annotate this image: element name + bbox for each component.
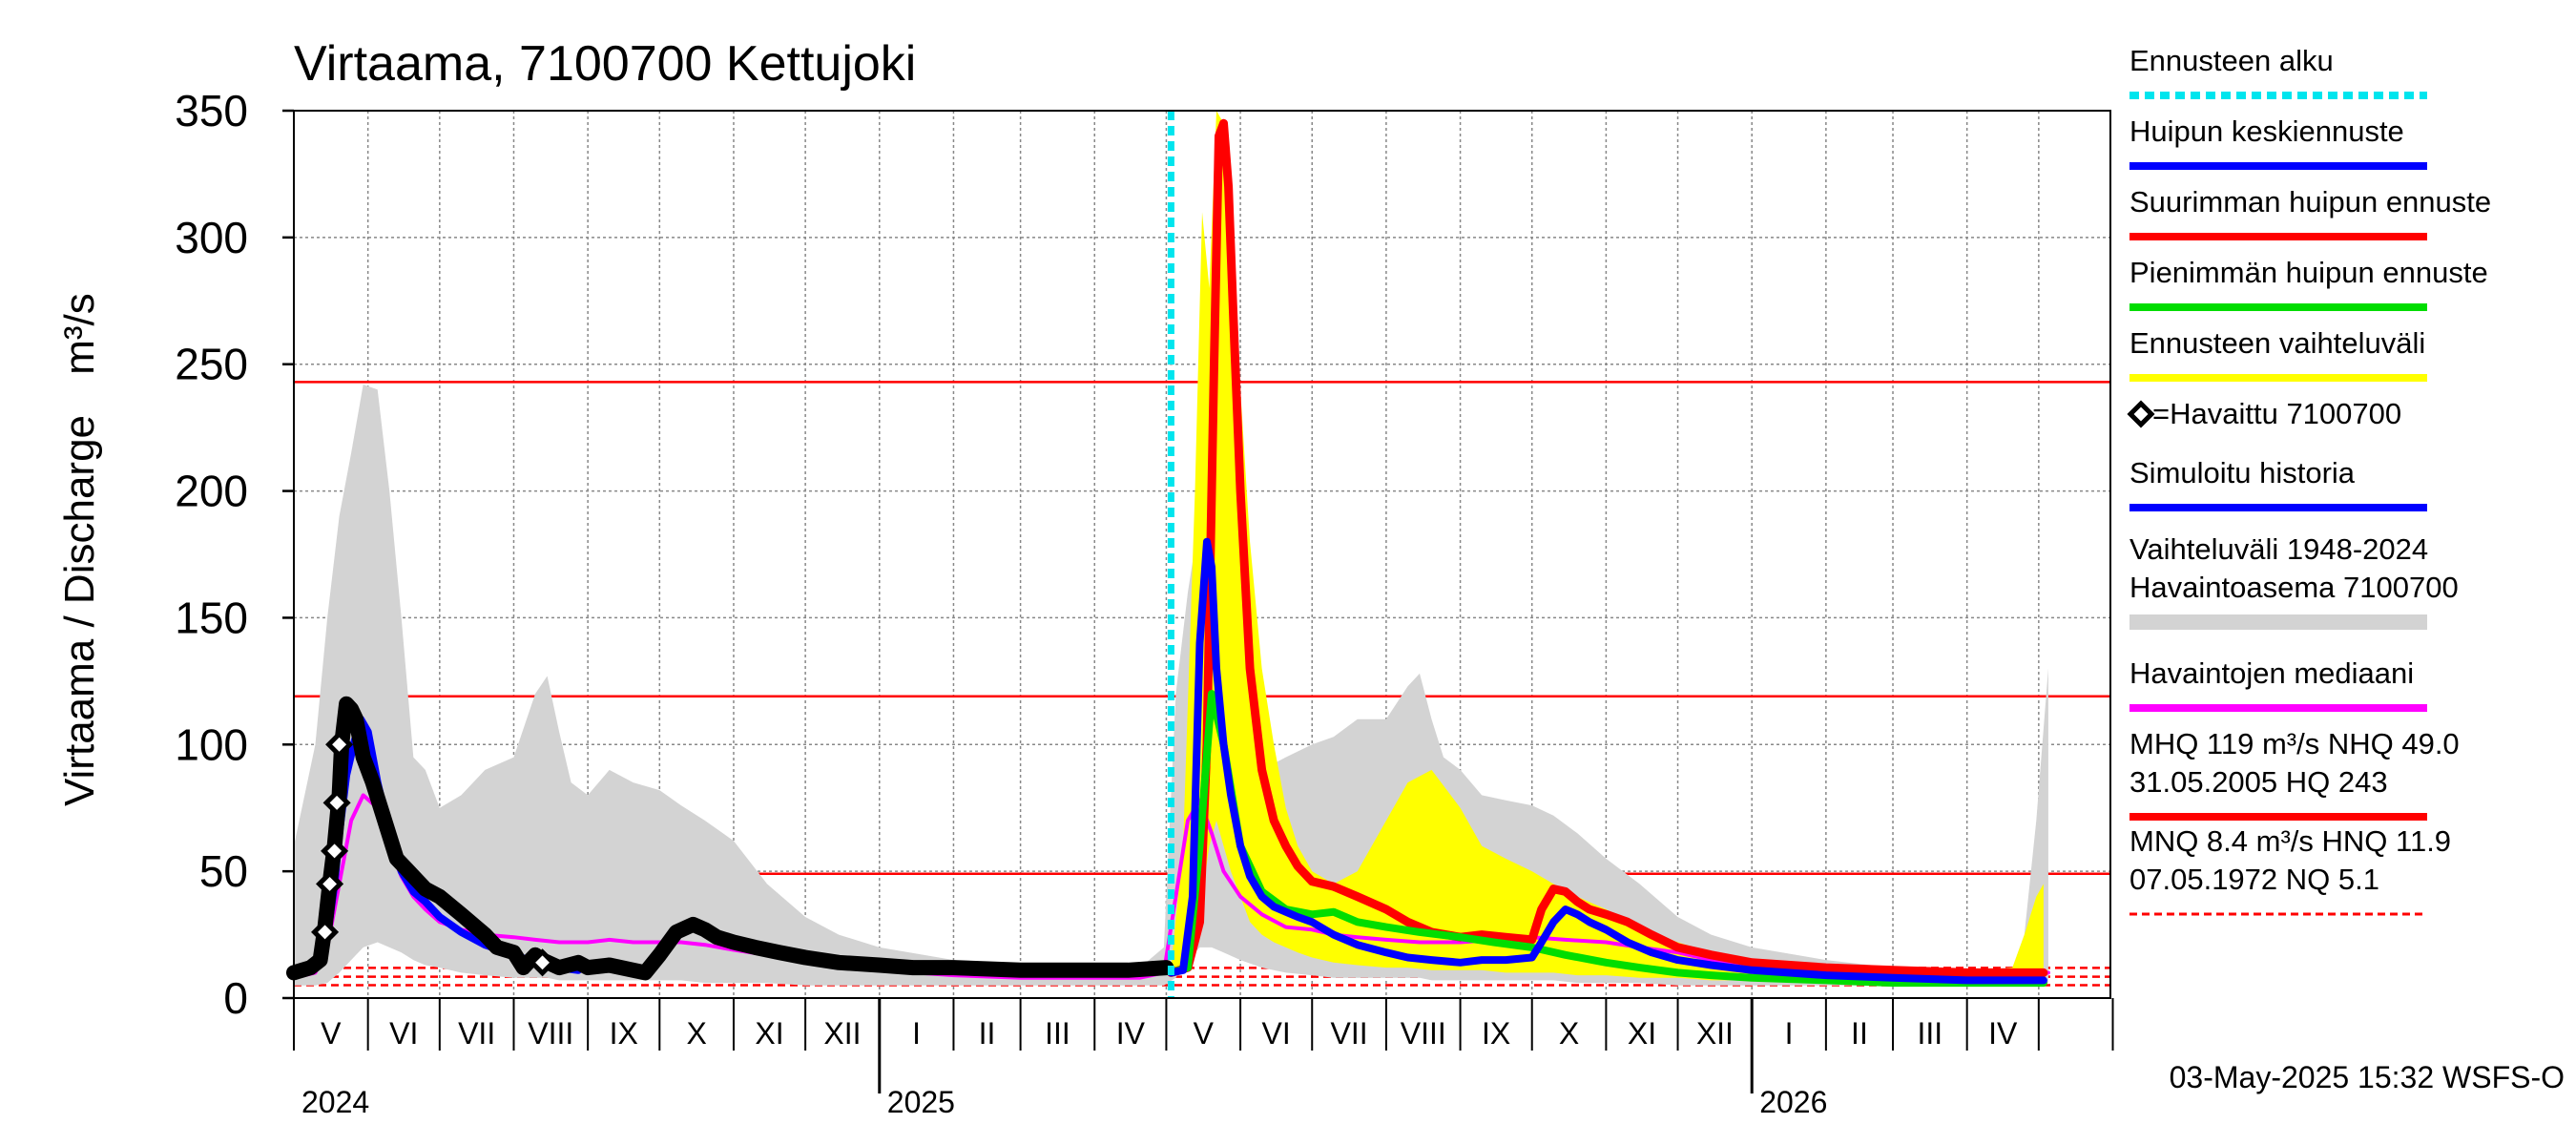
legend-label: Havaintoasema 7100700 [2129,571,2459,604]
x-month-label: V [1194,1016,1215,1051]
x-month-label: XI [1628,1016,1656,1051]
x-month-label: II [979,1016,996,1051]
x-month-label: VII [458,1016,495,1051]
y-tick-label: 350 [175,86,248,135]
legend-label: Pienimmän huipun ennuste [2129,256,2488,289]
x-month-label: XI [755,1016,783,1051]
y-tick-label: 0 [223,973,248,1023]
x-month-label: XII [1696,1016,1734,1051]
x-month-label: III [1918,1016,1943,1051]
x-month-label: IV [1116,1016,1146,1051]
x-month-label: VI [389,1016,418,1051]
legend-label: =Havaittu 7100700 [2152,397,2401,430]
x-month-label: II [1851,1016,1868,1051]
y-tick-label: 300 [175,213,248,262]
series-huipun-keskiennuste [1167,537,2047,985]
legend-label: Havaintojen mediaani [2129,656,2414,690]
y-tick-label: 200 [175,467,248,516]
legend-label: Simuloitu historia [2129,456,2356,489]
y-tick-label: 100 [175,719,248,769]
x-month-label: IX [610,1016,638,1051]
x-month-label: VIII [528,1016,573,1051]
x-month-label: I [1785,1016,1794,1051]
legend-label: MHQ 119 m³/s NHQ 49.0 [2129,727,2460,760]
legend-label: MNQ 8.4 m³/s HNQ 11.9 [2129,824,2451,858]
legend-label: 07.05.1972 NQ 5.1 [2129,863,2379,896]
observed-point [316,869,344,898]
legend-label: Ennusteen vaihteluväli [2129,326,2425,360]
x-year-label: 2026 [1759,1085,1827,1119]
x-month-label: V [321,1016,342,1051]
chart-title: Virtaama, 7100700 Kettujoki [294,36,916,92]
x-month-label: VII [1331,1016,1368,1051]
x-year-label: 2024 [301,1085,369,1119]
y-tick-label: 150 [175,593,248,642]
x-year-label: 2025 [887,1085,955,1119]
observed-point [311,918,340,947]
legend: Ennusteen alku Huipun keskiennuste Suurimm… [2127,44,2491,916]
x-month-label: VIII [1401,1016,1446,1051]
legend-label: Vaihteluväli 1948-2024 [2129,532,2428,566]
y-tick-label: 50 [199,846,248,896]
timestamp-footer: 03-May-2025 15:32 WSFS-O [2170,1060,2565,1094]
x-month-label: I [912,1016,921,1051]
legend-label: Ennusteen alku [2129,44,2334,77]
x-month-label: IV [1988,1016,2018,1051]
legend-observed-marker [2127,400,2155,428]
legend-label: Suurimman huipun ennuste [2129,185,2491,219]
x-month-label: X [1559,1016,1579,1051]
observed-point [322,788,351,817]
data-series-layer [286,111,2050,998]
x-month-label: X [686,1016,706,1051]
plot-frame [293,110,2111,999]
observed-point [529,948,557,977]
y-tick-label: 250 [175,340,248,389]
legend-label: Huipun keskiennuste [2129,114,2404,148]
x-month-label: XII [823,1016,861,1051]
legend-label: 31.05.2005 HQ 243 [2129,765,2388,799]
x-month-label: VI [1262,1016,1291,1051]
observed-point [321,837,349,865]
x-month-label: IX [1482,1016,1510,1051]
observed-point [325,730,354,759]
x-month-label: III [1045,1016,1070,1051]
y-axis-label: Virtaama / Discharge [56,415,103,806]
y-axis-unit: m³/s [56,293,103,375]
